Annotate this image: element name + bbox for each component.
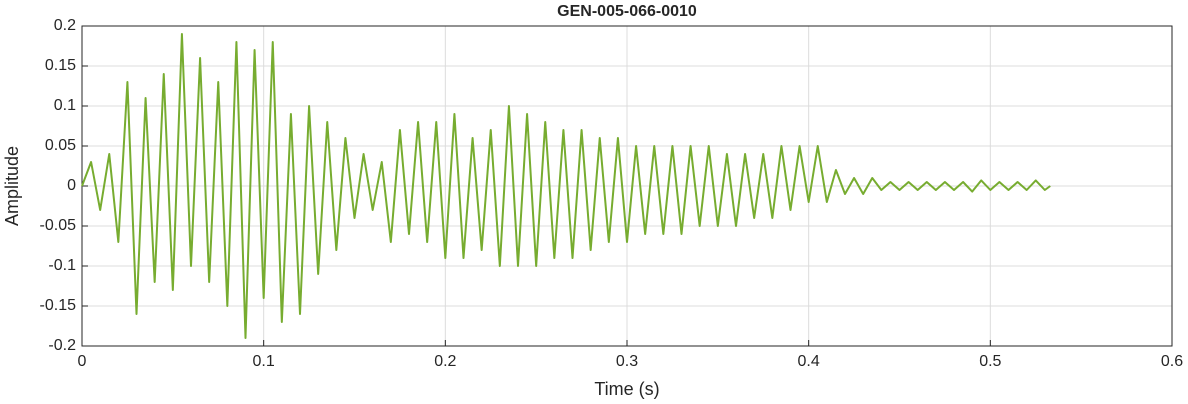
waveform [81, 33, 1051, 339]
x-tick-label: 0 [78, 353, 87, 370]
x-tick-label: 0.2 [434, 353, 456, 370]
y-tick-label: -0.1 [48, 257, 76, 274]
y-tick-label: 0.1 [54, 97, 76, 114]
y-tick-label: 0.05 [45, 137, 76, 154]
y-tick-label: 0.15 [45, 57, 76, 74]
y-tick-label: -0.2 [48, 337, 76, 354]
y-tick-label: -0.05 [40, 217, 77, 234]
y-axis-label: Amplitude [2, 146, 22, 226]
chart-title: GEN-005-066-0010 [557, 3, 697, 20]
y-tick-label: 0 [67, 177, 76, 194]
y-tick-label: 0.2 [54, 17, 76, 34]
x-tick-label: 0.6 [1161, 353, 1183, 370]
x-tick-label: 0.5 [979, 353, 1001, 370]
x-axis-label: Time (s) [594, 379, 659, 399]
x-tick-label: 0.4 [798, 353, 820, 370]
x-tick-label: 0.1 [253, 353, 275, 370]
y-tick-label: -0.15 [40, 297, 77, 314]
x-tick-label: 0.3 [616, 353, 638, 370]
